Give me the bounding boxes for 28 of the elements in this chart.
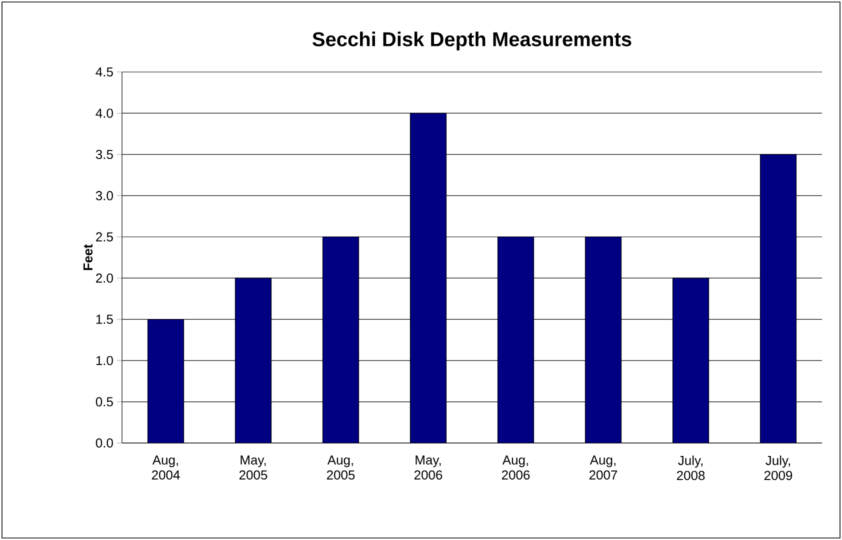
bar — [760, 154, 797, 443]
x-tick-label: Aug, 2006 — [502, 456, 530, 480]
y-tick-label: 3.0 — [96, 191, 113, 200]
bar — [234, 278, 272, 443]
bar — [584, 236, 622, 443]
y-tick-label: 0.5 — [96, 397, 113, 406]
x-tick-label: July, 2009 — [764, 456, 792, 480]
y-axis-title: Feet — [83, 244, 93, 270]
y-tick-label: 2.0 — [96, 274, 113, 283]
y-tick-label: 1.0 — [96, 356, 113, 366]
bar — [147, 319, 184, 443]
x-tick-label: July, 2008 — [676, 456, 705, 480]
y-tick-label: 1.5 — [96, 314, 113, 324]
y-tick-label: 4.5 — [96, 67, 113, 77]
chart-title: Secchi Disk Depth Measurements — [312, 32, 632, 50]
y-tick-label: 3.5 — [96, 150, 113, 160]
bar — [672, 278, 710, 443]
x-tick-label: Aug, 2004 — [152, 456, 180, 480]
bar — [497, 236, 534, 443]
y-tick-label: 0.0 — [96, 438, 113, 448]
y-tick-label: 4.0 — [96, 108, 113, 118]
y-tick-label: 2.5 — [96, 232, 113, 242]
bar — [410, 112, 447, 443]
x-tick-label: Aug, 2007 — [589, 456, 618, 480]
x-tick-label: Aug, 2005 — [326, 456, 355, 480]
bar — [322, 236, 360, 443]
x-tick-label: May, 2005 — [239, 456, 268, 480]
x-tick-label: May, 2006 — [414, 456, 442, 480]
